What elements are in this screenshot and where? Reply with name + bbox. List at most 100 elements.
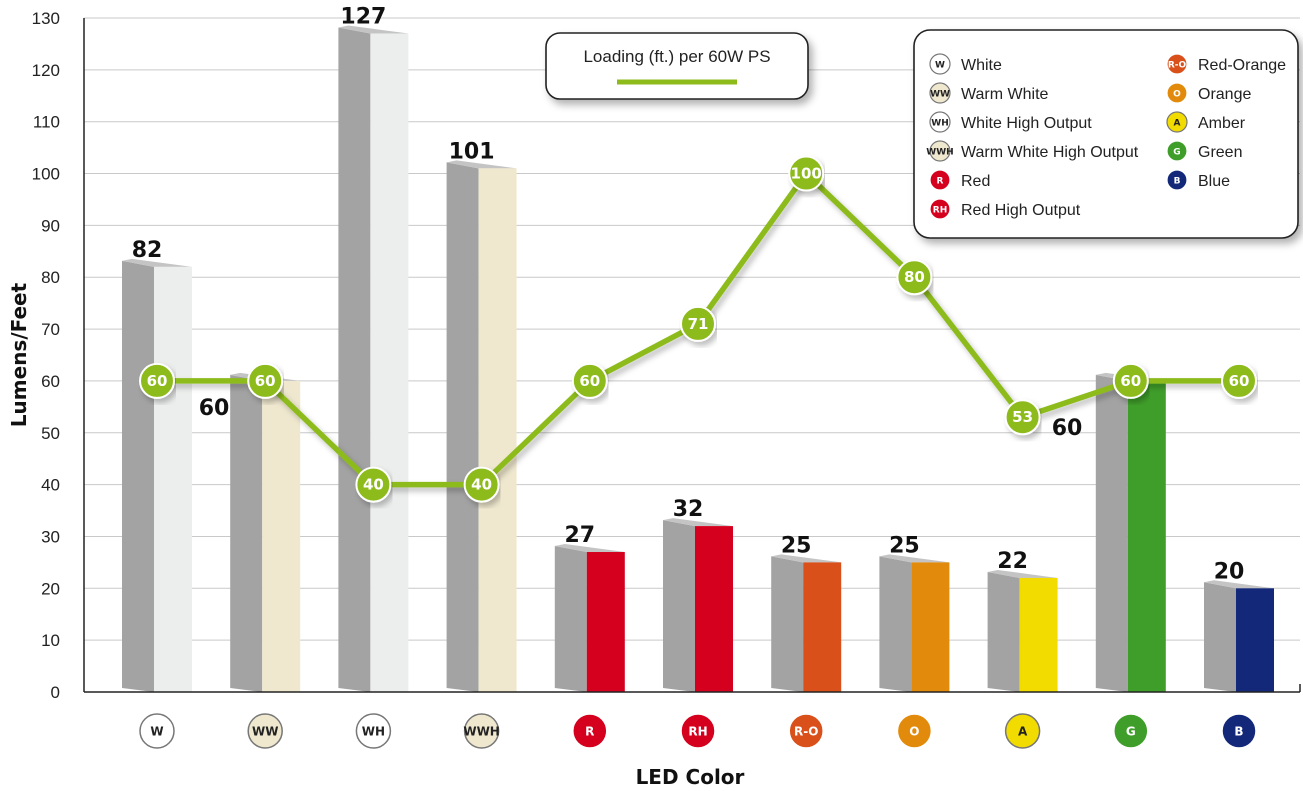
- legend-item-label: Red High Output: [961, 202, 1081, 219]
- bar-side: [338, 27, 371, 693]
- bar-top: [663, 518, 733, 527]
- legend-item-label: Warm White High Output: [961, 144, 1139, 161]
- y-tick-label: 100: [32, 165, 60, 184]
- bar-side: [1204, 582, 1236, 692]
- legend-item: G Green: [1166, 140, 1242, 162]
- bar-value-label: 22: [997, 549, 1028, 574]
- bar-top: [987, 569, 1058, 578]
- bar-front: [911, 562, 950, 692]
- bar-side: [1095, 374, 1128, 692]
- y-tick-label: 10: [41, 631, 60, 650]
- category-badge: [1113, 713, 1149, 749]
- category-badge-label: WW: [252, 725, 278, 739]
- category-badge-label: RH: [688, 725, 707, 739]
- category-badge: [896, 713, 933, 749]
- legend: W White WW Warm White WH White High Output WWH…: [913, 29, 1299, 239]
- bar-side: [230, 374, 263, 692]
- bar-front: [1236, 588, 1274, 692]
- legend-item-label: White: [961, 57, 1002, 74]
- legend-badge: [929, 169, 951, 191]
- bar-top: [122, 258, 192, 267]
- bar-value-label: 20: [1214, 559, 1245, 584]
- legend-item-label: Red-Orange: [1198, 57, 1286, 74]
- category-badge: [1221, 713, 1257, 749]
- category-badge-label: WWH: [463, 725, 500, 739]
- bar-side: [987, 571, 1020, 692]
- legend-badge: [1166, 140, 1188, 162]
- legend-badge-label: O: [1173, 90, 1181, 100]
- bar-side: [663, 520, 695, 692]
- legend-item-label: White High Output: [961, 115, 1092, 132]
- line-point: [355, 466, 392, 503]
- legend-item: WWH Warm White High Output: [926, 140, 1139, 162]
- line-point-label: 100: [791, 165, 822, 183]
- y-tick-label: 30: [41, 527, 60, 546]
- bar-top: [338, 25, 409, 34]
- line-point: [1221, 362, 1257, 399]
- bar-top: [771, 554, 842, 563]
- bar-value-label: 82: [132, 238, 163, 263]
- bar-value-labels: 82 60 127 101 27 32 25 25 22 60 20: [132, 5, 1245, 585]
- legend-badge-label: WH: [931, 119, 948, 129]
- line-point-label: 71: [688, 315, 709, 333]
- bar-front: [695, 526, 733, 692]
- legend-badge: [1166, 53, 1188, 75]
- y-tick-label: 50: [41, 424, 60, 443]
- x-axis-title: LED Color: [636, 765, 745, 789]
- bar-top: [1204, 580, 1274, 589]
- legend-item: B Blue: [1166, 169, 1230, 191]
- legend-badge-label: W: [935, 61, 945, 71]
- bar-side: [554, 546, 587, 692]
- legend-item-label: Warm White: [961, 86, 1049, 103]
- loading-line: 60 60 40 40 60 71 100 80 53 60 60: [139, 155, 1257, 503]
- legend-badge: [1166, 82, 1188, 104]
- category-badge-label: WH: [362, 725, 385, 739]
- category-badge-label: B: [1234, 725, 1243, 739]
- category-badge: [1004, 713, 1041, 749]
- bar: [1095, 372, 1166, 692]
- y-tick-label: 80: [41, 268, 60, 287]
- line-point-label: 40: [363, 476, 384, 494]
- line-point-label: 80: [904, 268, 925, 286]
- legend-badge-label: WWH: [926, 148, 953, 158]
- line-point-label: 60: [147, 372, 168, 390]
- legend-item: RH Red High Output: [929, 198, 1081, 220]
- line-point: [571, 362, 608, 399]
- y-axis-title: Lumens/Feet: [7, 282, 31, 427]
- y-tick-label: 110: [33, 113, 60, 132]
- line-point-label: 60: [1120, 372, 1141, 390]
- legend-badge: [929, 53, 951, 75]
- bar-value-label: 25: [781, 533, 812, 558]
- bar-value-label: 32: [673, 497, 704, 522]
- legend-badge-label: WW: [930, 90, 950, 100]
- legend-item-label: Amber: [1198, 115, 1246, 132]
- y-tick-label: 0: [51, 683, 60, 702]
- legend-badge-label: B: [1174, 177, 1181, 187]
- bar-value-label: 60: [199, 396, 230, 421]
- bar: [663, 518, 733, 692]
- bar: [1204, 580, 1274, 692]
- legend-item-label: Blue: [1198, 173, 1230, 190]
- y-tick-label: 20: [41, 579, 60, 598]
- bar-value-label: 101: [449, 139, 495, 164]
- line-point: [247, 362, 284, 399]
- bar-value-label: 25: [889, 533, 920, 558]
- line-point: [1004, 399, 1041, 436]
- legend-badge: [1166, 111, 1188, 133]
- legend-badge-label: A: [1174, 119, 1181, 129]
- category-badge: [788, 713, 824, 749]
- legend-item-label: Orange: [1198, 86, 1251, 103]
- bar-front: [1019, 577, 1058, 692]
- category-badge-label: R: [585, 725, 594, 739]
- category-badge-label: W: [150, 725, 163, 739]
- category-badge-label: G: [1126, 725, 1136, 739]
- category-badge-label: O: [909, 725, 919, 739]
- bar-top: [879, 554, 950, 563]
- bar-front: [478, 168, 517, 692]
- category-badge-label: R-O: [794, 725, 818, 739]
- line-point: [788, 155, 825, 192]
- bar: [879, 554, 950, 692]
- bar-side: [771, 556, 804, 692]
- legend-badge: [929, 140, 951, 162]
